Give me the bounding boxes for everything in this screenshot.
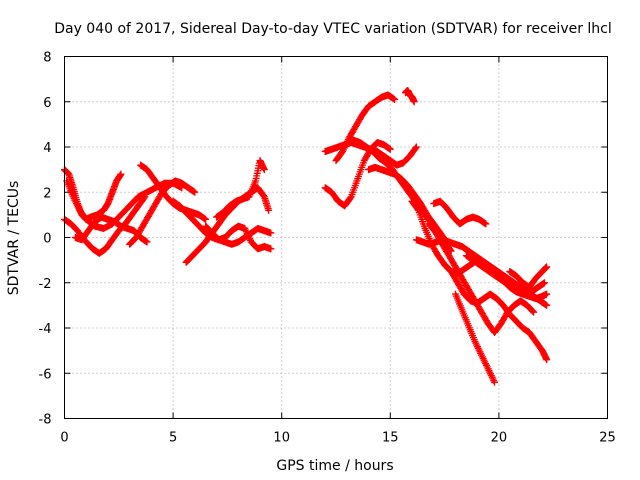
y-tick-labels: -8 -6 -4 -2 0 2 4 6 8 — [39, 51, 52, 428]
data-point — [265, 206, 273, 214]
data-point — [530, 308, 538, 316]
data-point — [529, 307, 537, 315]
x-tick-labels: 0 5 10 15 20 25 — [60, 431, 615, 446]
series-arc-21 — [441, 261, 551, 364]
y-tick-label: -6 — [39, 367, 52, 382]
data-point — [191, 188, 199, 196]
y-axis-label: SDTVAR / TECUs — [6, 181, 22, 296]
data-point — [543, 263, 551, 271]
data-point — [491, 378, 499, 386]
data-point — [117, 170, 125, 178]
data-point — [543, 301, 551, 309]
data-point — [543, 356, 551, 364]
series-arc-20 — [425, 220, 538, 337]
x-axis-label: GPS time / hours — [276, 458, 393, 474]
y-tick-label: 2 — [43, 186, 51, 201]
data-point — [543, 290, 551, 298]
chart-title: Day 040 of 2017, Sidereal Day-to-day VTE… — [54, 21, 612, 37]
data-point — [414, 205, 422, 213]
series-arc-22 — [451, 290, 499, 386]
y-tick-label: -2 — [39, 277, 52, 292]
series-arc-19 — [430, 197, 490, 228]
series-arc-24 — [506, 263, 551, 291]
x-tick-label: 10 — [273, 431, 290, 446]
data-point — [386, 145, 394, 153]
x-tick-label: 0 — [60, 431, 68, 446]
series-arc-9 — [202, 222, 275, 253]
series-arc-14 — [402, 86, 418, 106]
y-tick-label: -8 — [39, 413, 52, 428]
data-marks — [61, 86, 551, 386]
y-tick-label: 6 — [43, 96, 51, 111]
plot-frame — [64, 56, 608, 419]
data-point — [202, 215, 210, 223]
y-tick-label: 4 — [43, 141, 51, 156]
data-point — [410, 98, 418, 106]
x-tick-label: 20 — [491, 431, 508, 446]
data-point — [541, 279, 549, 287]
y-tick-label: -4 — [39, 322, 52, 337]
data-point — [412, 143, 420, 151]
series-arc-13 — [332, 91, 399, 165]
x-tick-label: 25 — [599, 431, 616, 446]
data-point — [143, 238, 151, 246]
data-point — [267, 229, 275, 237]
data-point — [482, 220, 490, 228]
data-point — [391, 95, 399, 103]
series-arc-10 — [213, 157, 268, 221]
data-point — [346, 194, 354, 202]
y-tick-label: 8 — [43, 51, 51, 66]
y-tick-label: 0 — [43, 232, 51, 247]
series-arc-12 — [321, 138, 394, 210]
data-point — [412, 144, 420, 152]
data-point — [267, 245, 275, 253]
data-point — [260, 166, 268, 174]
x-tick-label: 5 — [169, 431, 177, 446]
series-arc-23 — [462, 252, 549, 298]
x-tick-label: 15 — [382, 431, 399, 446]
